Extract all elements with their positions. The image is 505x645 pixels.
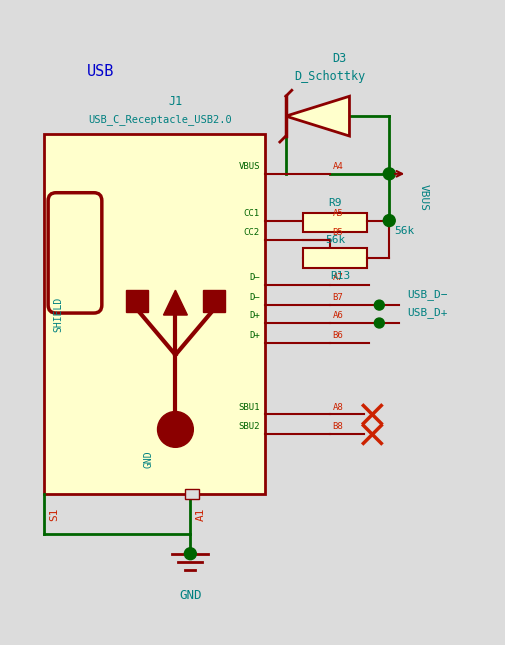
Circle shape bbox=[184, 548, 196, 560]
Text: D+: D+ bbox=[249, 311, 260, 320]
Text: GND: GND bbox=[179, 588, 201, 602]
Text: SBU2: SBU2 bbox=[238, 422, 260, 432]
Circle shape bbox=[382, 168, 394, 180]
Polygon shape bbox=[163, 290, 187, 315]
Text: A1: A1 bbox=[195, 507, 205, 521]
Bar bbox=[185, 489, 199, 499]
Text: D+: D+ bbox=[249, 331, 260, 340]
Text: A6: A6 bbox=[332, 311, 342, 320]
Text: CC1: CC1 bbox=[243, 208, 260, 217]
Bar bbox=[203, 290, 225, 312]
Text: SHIELD: SHIELD bbox=[53, 297, 63, 332]
Text: B8: B8 bbox=[332, 422, 342, 432]
Text: B5: B5 bbox=[332, 228, 342, 237]
Text: USB_C_Receptacle_USB2.0: USB_C_Receptacle_USB2.0 bbox=[88, 114, 232, 124]
Bar bbox=[302, 213, 367, 232]
Text: A7: A7 bbox=[332, 273, 342, 283]
Text: USB_D−: USB_D− bbox=[407, 289, 447, 300]
Text: 56k: 56k bbox=[393, 226, 414, 235]
Text: D3: D3 bbox=[332, 52, 346, 65]
FancyBboxPatch shape bbox=[48, 193, 102, 313]
Bar bbox=[125, 290, 147, 312]
Text: D−: D− bbox=[249, 273, 260, 283]
Text: B7: B7 bbox=[332, 293, 342, 302]
Circle shape bbox=[157, 412, 193, 448]
Polygon shape bbox=[285, 96, 349, 136]
Text: B6: B6 bbox=[332, 331, 342, 340]
Text: A5: A5 bbox=[332, 208, 342, 217]
Text: 56k: 56k bbox=[324, 235, 344, 246]
Text: J1: J1 bbox=[168, 95, 182, 108]
Text: A8: A8 bbox=[332, 402, 342, 412]
Circle shape bbox=[382, 215, 394, 226]
Text: CC2: CC2 bbox=[243, 228, 260, 237]
Text: GND: GND bbox=[143, 450, 154, 468]
Text: S1: S1 bbox=[49, 507, 59, 521]
Text: D_Schottky: D_Schottky bbox=[293, 70, 365, 83]
Text: R13: R13 bbox=[329, 272, 349, 281]
Bar bbox=[302, 248, 367, 268]
Circle shape bbox=[374, 300, 383, 310]
Text: USB_D+: USB_D+ bbox=[407, 307, 447, 318]
Circle shape bbox=[374, 318, 383, 328]
Text: USB: USB bbox=[87, 64, 114, 79]
Text: VBUS: VBUS bbox=[418, 184, 428, 211]
Text: A4: A4 bbox=[332, 162, 342, 171]
Bar bbox=[44, 134, 265, 494]
Text: VBUS: VBUS bbox=[238, 162, 260, 171]
Text: D−: D− bbox=[249, 293, 260, 302]
Text: SBU1: SBU1 bbox=[238, 402, 260, 412]
Text: R9: R9 bbox=[328, 197, 341, 208]
